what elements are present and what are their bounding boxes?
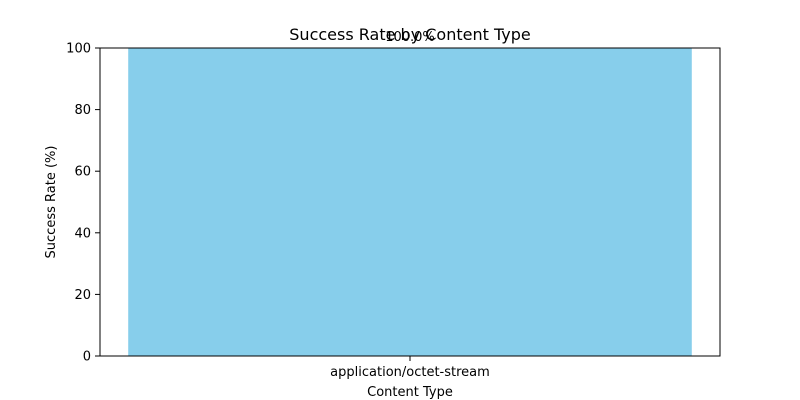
data-label: 100.0% — [385, 30, 435, 45]
y-tick-label: 80 — [74, 103, 91, 118]
y-tick-label: 60 — [74, 165, 91, 180]
y-axis-ticks: 0 20 40 60 80 100 — [66, 42, 100, 365]
y-tick-label: 0 — [83, 350, 91, 365]
y-tick-label: 20 — [74, 288, 91, 303]
y-axis-label: Success Rate (%) — [44, 146, 59, 259]
x-axis-ticks: application/octet-stream — [330, 356, 490, 380]
y-tick-label: 40 — [74, 226, 91, 241]
bars-layer — [128, 48, 692, 356]
chart-title: Success Rate by Content Type — [289, 25, 530, 44]
x-axis-label: Content Type — [367, 385, 453, 400]
bar — [128, 48, 692, 356]
data-labels-layer: 100.0% — [385, 30, 435, 45]
plot-frame — [99, 47, 721, 357]
y-tick-label: 100 — [66, 42, 91, 57]
x-tick-label: application/octet-stream — [330, 365, 490, 380]
